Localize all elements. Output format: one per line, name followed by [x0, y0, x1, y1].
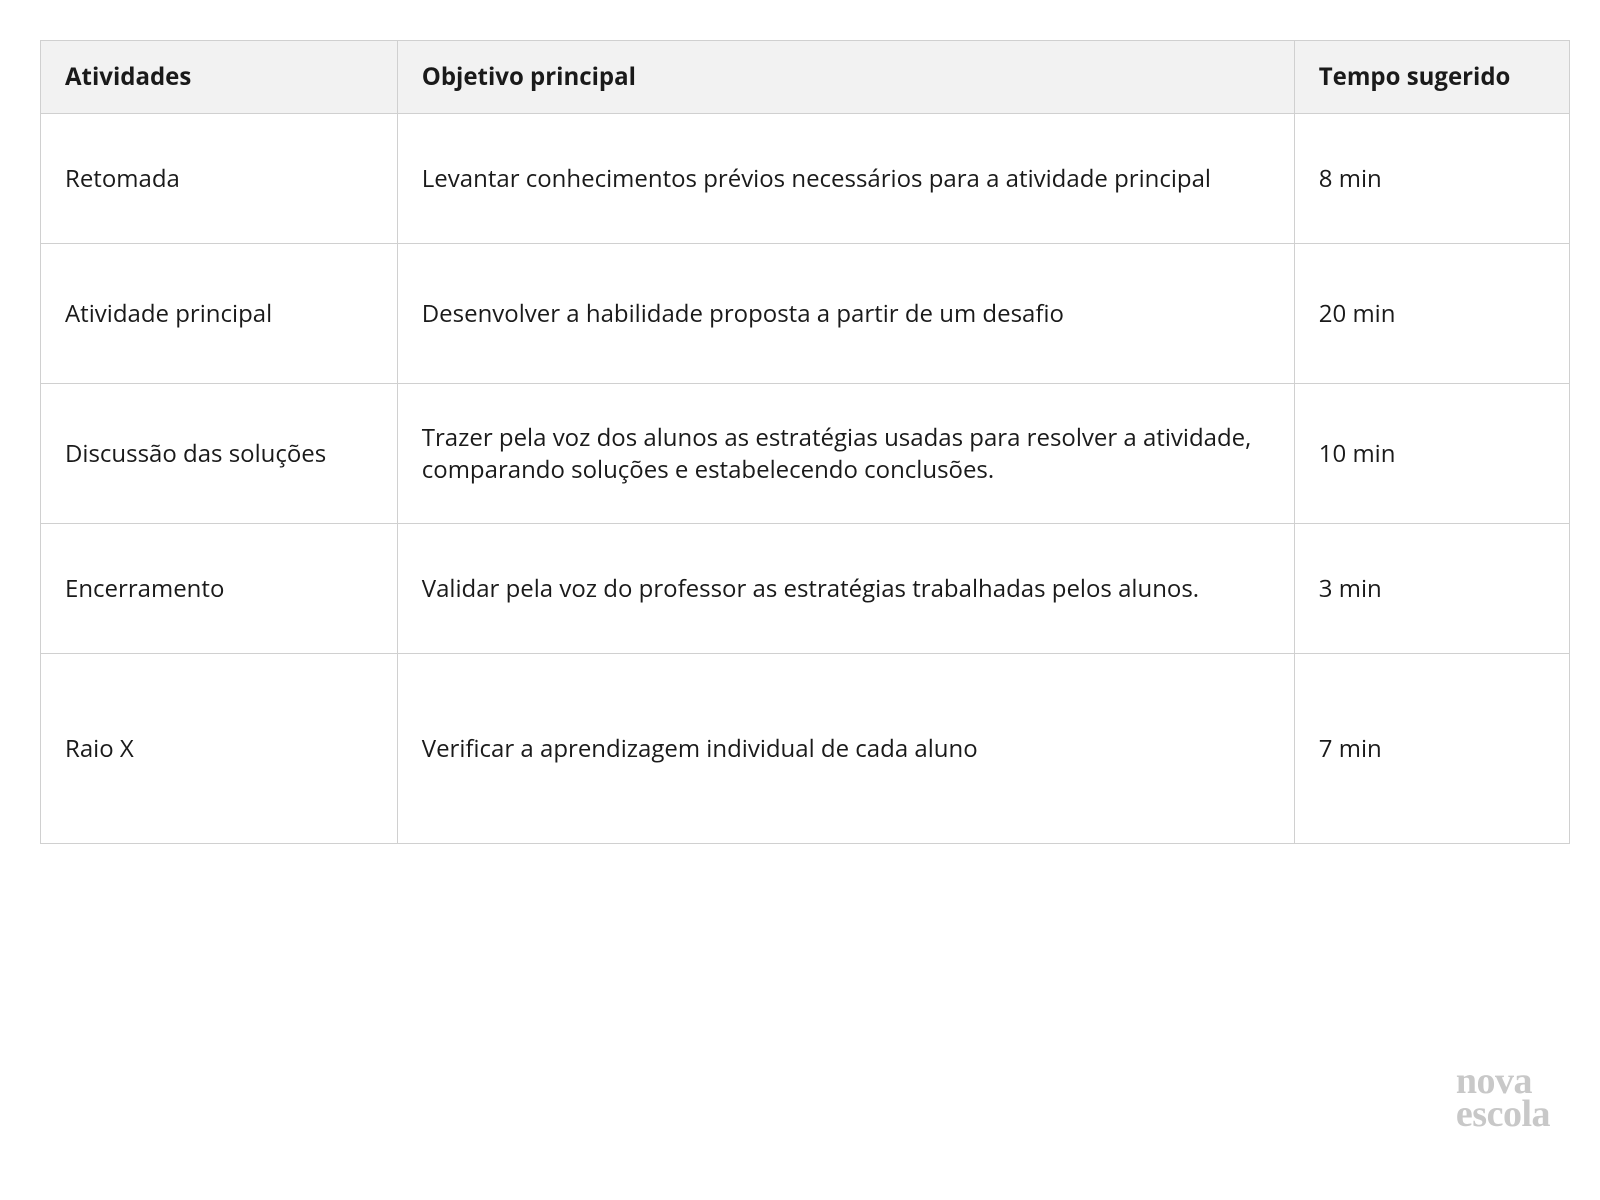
cell-time: 20 min — [1294, 244, 1569, 384]
nova-escola-logo: nova escola — [1456, 1065, 1550, 1130]
header-objective: Objetivo principal — [397, 41, 1294, 114]
cell-activity: Encerramento — [41, 524, 398, 654]
cell-time: 7 min — [1294, 654, 1569, 844]
cell-activity: Discussão das soluções — [41, 384, 398, 524]
table-row: Discussão das soluções Trazer pela voz d… — [41, 384, 1570, 524]
cell-time: 10 min — [1294, 384, 1569, 524]
logo-line2: escola — [1456, 1098, 1550, 1130]
cell-objective: Desenvolver a habilidade proposta a part… — [397, 244, 1294, 384]
table-row: Raio X Verificar a aprendizagem individu… — [41, 654, 1570, 844]
cell-objective: Trazer pela voz dos alunos as estratégia… — [397, 384, 1294, 524]
table-row: Encerramento Validar pela voz do profess… — [41, 524, 1570, 654]
table-row: Retomada Levantar conhecimentos prévios … — [41, 114, 1570, 244]
table-row: Atividade principal Desenvolver a habili… — [41, 244, 1570, 384]
header-activities: Atividades — [41, 41, 398, 114]
cell-objective: Levantar conhecimentos prévios necessári… — [397, 114, 1294, 244]
cell-activity: Raio X — [41, 654, 398, 844]
header-time: Tempo sugerido — [1294, 41, 1569, 114]
cell-activity: Atividade principal — [41, 244, 398, 384]
table-header-row: Atividades Objetivo principal Tempo suge… — [41, 41, 1570, 114]
cell-activity: Retomada — [41, 114, 398, 244]
cell-time: 8 min — [1294, 114, 1569, 244]
activities-table: Atividades Objetivo principal Tempo suge… — [40, 40, 1570, 844]
cell-objective: Verificar a aprendizagem individual de c… — [397, 654, 1294, 844]
cell-objective: Validar pela voz do professor as estraté… — [397, 524, 1294, 654]
cell-time: 3 min — [1294, 524, 1569, 654]
